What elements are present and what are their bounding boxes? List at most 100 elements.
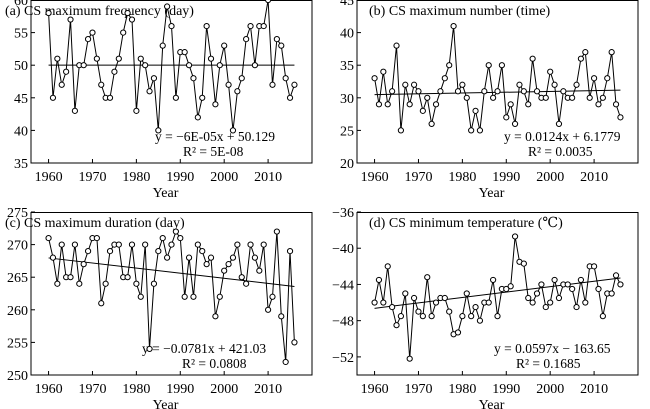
data-point: [142, 241, 149, 248]
data-point: [67, 16, 74, 23]
data-point: [106, 94, 114, 101]
data-point: [569, 285, 576, 293]
data-point: [207, 254, 215, 261]
data-point: [102, 280, 109, 287]
data-point: [481, 88, 488, 95]
x-tick-label: 2000: [210, 170, 238, 185]
y-tick-label: 260: [7, 304, 28, 319]
x-axis-label: Year: [153, 186, 179, 201]
chart-title: (a) CS maximum frequency (day): [5, 4, 194, 19]
data-point: [516, 81, 523, 88]
data-point: [128, 16, 136, 23]
data-point: [194, 241, 201, 248]
r-squared-label: R² = 5E-08: [183, 144, 244, 159]
data-point: [533, 290, 541, 297]
data-point: [595, 101, 602, 108]
data-point: [190, 293, 197, 300]
y-tick-label: 255: [7, 336, 28, 351]
data-point: [371, 75, 378, 82]
x-tick-label: 1980: [448, 170, 476, 185]
x-tick-label: 1970: [78, 382, 106, 397]
data-point: [402, 290, 409, 297]
data-point: [582, 49, 589, 56]
data-point: [419, 313, 426, 320]
data-point: [380, 299, 387, 306]
data-point: [529, 55, 536, 62]
data-point: [525, 101, 532, 108]
y-tick-label: 45: [14, 92, 28, 107]
data-point: [582, 299, 589, 306]
r-squared-label: R² = 0.1685: [516, 356, 581, 371]
x-axis-label: Year: [479, 186, 505, 201]
data-point: [419, 107, 426, 114]
x-tick-label: 1980: [448, 382, 476, 397]
data-point: [608, 49, 615, 56]
data-point: [256, 267, 263, 274]
data-point: [273, 36, 280, 43]
y-tick-label: −52: [332, 351, 354, 366]
data-point: [454, 329, 462, 336]
data-point: [498, 62, 505, 69]
data-point: [608, 290, 615, 297]
data-point: [441, 75, 448, 82]
x-tick-label: 1960: [361, 170, 389, 185]
data-point: [437, 88, 444, 95]
data-point: [441, 294, 448, 302]
data-point: [177, 234, 184, 242]
regression-equation: y = −0.0781x + 421.03: [142, 341, 266, 356]
data-point: [503, 114, 510, 121]
data-point: [238, 75, 245, 82]
x-tick-label: 2000: [210, 382, 238, 397]
data-point: [371, 299, 378, 306]
data-point: [432, 299, 440, 306]
plot-frame: [30, 0, 313, 164]
data-point: [98, 300, 105, 307]
data-point: [207, 55, 215, 62]
data-point: [573, 81, 580, 88]
data-point: [282, 358, 289, 366]
data-point: [84, 248, 92, 255]
data-point: [397, 313, 405, 320]
data-point: [234, 241, 241, 248]
data-point: [264, 306, 272, 313]
plot-frame: [30, 212, 313, 376]
data-point: [212, 313, 219, 320]
data-point: [45, 9, 52, 17]
data-point: [612, 101, 620, 108]
data-point: [286, 94, 294, 101]
data-point: [586, 94, 593, 101]
data-point: [468, 313, 475, 320]
data-point: [476, 317, 484, 324]
data-point: [428, 313, 435, 320]
x-axis-label: Year: [153, 398, 179, 409]
data-point: [428, 120, 435, 127]
y-tick-label: 35: [340, 59, 354, 74]
r-squared-label: R² = 0.0035: [528, 144, 593, 159]
data-point: [547, 68, 554, 75]
data-point: [454, 88, 462, 95]
data-point: [485, 62, 492, 69]
data-point: [604, 75, 611, 82]
data-point: [76, 280, 83, 287]
data-point: [234, 88, 241, 95]
y-tick-label: −36: [332, 206, 354, 221]
data-point: [212, 101, 219, 108]
data-point: [150, 75, 158, 82]
r-squared-label: R² = 0.0808: [182, 356, 247, 371]
data-point: [573, 303, 580, 311]
data-point: [551, 276, 558, 284]
y-tick-label: 265: [7, 271, 28, 286]
data-point: [511, 233, 519, 240]
data-point: [49, 254, 57, 261]
data-point: [264, 0, 272, 4]
data-point: [286, 248, 294, 255]
data-point: [424, 94, 431, 101]
data-point: [137, 293, 144, 300]
data-point: [538, 281, 545, 288]
data-point: [406, 355, 413, 362]
data-point: [380, 68, 387, 75]
data-point: [547, 299, 554, 306]
data-point: [278, 42, 285, 49]
chart-panel-2: 20 25 30 35 40 45 1960 1970 1980 1990 2000 2010 Year…: [340, 0, 639, 201]
data-point: [238, 274, 245, 281]
